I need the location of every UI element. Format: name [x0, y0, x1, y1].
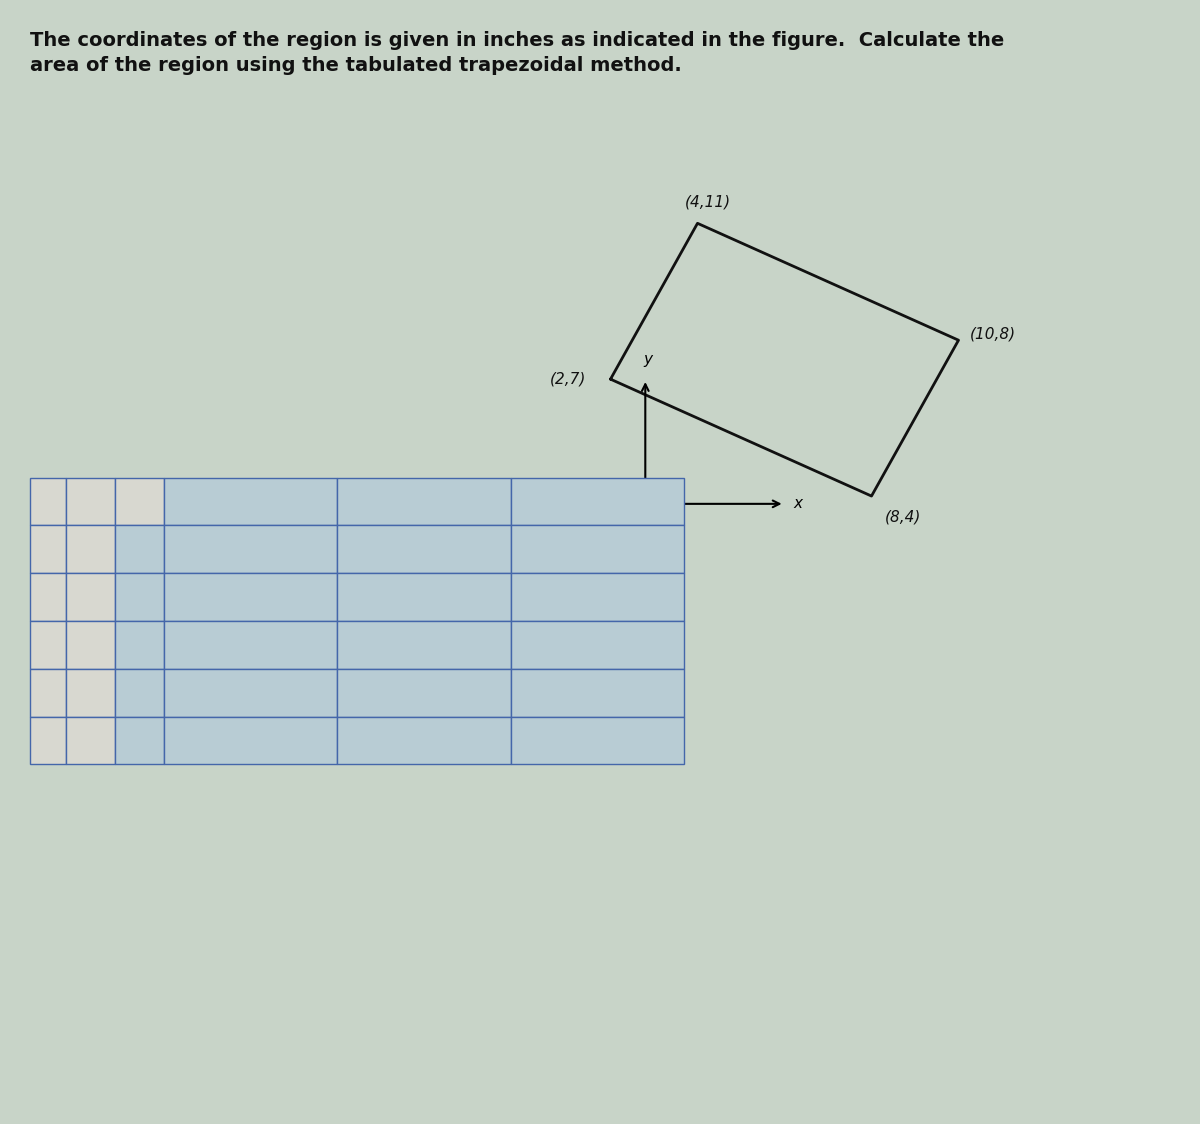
Text: $x_i$: $x_i$ — [83, 492, 98, 510]
Text: $i$: $i$ — [44, 492, 52, 510]
Text: 2: 2 — [42, 588, 54, 606]
Text: (2,7): (2,7) — [550, 372, 586, 387]
Text: The coordinates of the region is given in inches as indicated in the figure.  Ca: The coordinates of the region is given i… — [30, 31, 1004, 75]
Text: 4: 4 — [42, 683, 54, 701]
Text: (4,11): (4,11) — [684, 194, 731, 209]
Text: (8,4): (8,4) — [884, 510, 920, 525]
Text: x: x — [793, 497, 803, 511]
Text: 5: 5 — [42, 732, 54, 750]
Text: $y_i$: $y_i$ — [131, 492, 148, 510]
Text: y: y — [643, 353, 652, 368]
Text: 1: 1 — [42, 541, 54, 559]
Text: (10,8): (10,8) — [970, 327, 1015, 342]
Text: 3: 3 — [42, 636, 54, 654]
